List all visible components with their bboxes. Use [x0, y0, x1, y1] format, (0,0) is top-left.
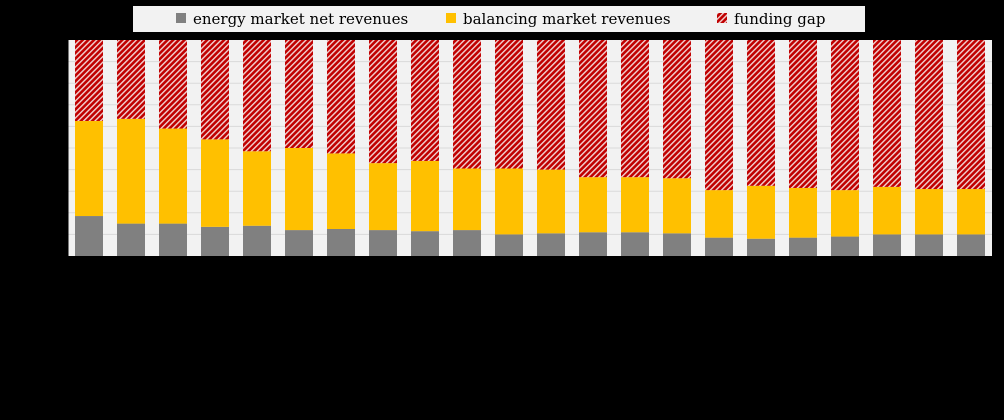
- bar-funding-gap-7: [327, 40, 355, 154]
- bar-energy-19: [831, 236, 859, 256]
- bar-balancing-20: [873, 186, 901, 235]
- bar-funding-gap-3: [159, 40, 187, 129]
- bar-energy-17: [747, 238, 775, 256]
- legend-swatch-energy: [176, 13, 186, 23]
- bar-energy-14: [621, 232, 649, 256]
- bar-balancing-9: [411, 160, 439, 232]
- bar-funding-gap-16: [705, 40, 733, 191]
- bar-energy-5: [243, 225, 271, 256]
- bar-funding-gap-15: [663, 40, 691, 179]
- bar-energy-15: [663, 233, 691, 256]
- bar-energy-6: [285, 230, 313, 256]
- bar-funding-gap-8: [369, 40, 397, 164]
- bars: [75, 40, 985, 256]
- bar-funding-gap-19: [831, 40, 859, 191]
- bar-balancing-22: [957, 189, 985, 235]
- bar-funding-gap-9: [411, 40, 439, 161]
- bar-energy-12: [537, 233, 565, 256]
- bar-balancing-21: [915, 189, 943, 235]
- bar-funding-gap-2: [117, 40, 145, 119]
- bar-balancing-16: [705, 190, 733, 238]
- bar-funding-gap-13: [579, 40, 607, 178]
- bar-balancing-17: [747, 185, 775, 239]
- bar-balancing-13: [579, 177, 607, 233]
- bar-energy-7: [327, 229, 355, 256]
- bar-balancing-12: [537, 169, 565, 234]
- legend-box: [133, 6, 865, 32]
- legend-label-funding-gap: funding gap: [734, 10, 825, 28]
- bar-funding-gap-5: [243, 40, 271, 152]
- bar-energy-10: [453, 230, 481, 256]
- bar-funding-gap-1: [75, 40, 103, 121]
- bar-balancing-2: [117, 118, 145, 224]
- bar-energy-3: [159, 223, 187, 256]
- bar-energy-21: [915, 234, 943, 256]
- legend-swatch-balancing: [446, 13, 456, 23]
- bar-funding-gap-18: [789, 40, 817, 188]
- bar-balancing-6: [285, 148, 313, 231]
- bar-funding-gap-22: [957, 40, 985, 190]
- bar-balancing-18: [789, 187, 817, 238]
- bar-balancing-14: [621, 177, 649, 233]
- bar-funding-gap-6: [285, 40, 313, 148]
- bar-funding-gap-14: [621, 40, 649, 178]
- bar-energy-1: [75, 216, 103, 256]
- bar-energy-22: [957, 234, 985, 256]
- bar-funding-gap-12: [537, 40, 565, 170]
- bar-energy-18: [789, 237, 817, 256]
- bar-balancing-19: [831, 190, 859, 237]
- bar-balancing-11: [495, 168, 523, 235]
- legend-label-balancing: balancing market revenues: [463, 10, 671, 28]
- bar-funding-gap-17: [747, 40, 775, 186]
- bar-funding-gap-4: [201, 40, 229, 140]
- bar-balancing-8: [369, 163, 397, 231]
- bar-energy-11: [495, 234, 523, 256]
- bar-balancing-10: [453, 168, 481, 231]
- bar-energy-20: [873, 234, 901, 256]
- bar-funding-gap-21: [915, 40, 943, 190]
- bar-balancing-4: [201, 139, 229, 227]
- bar-funding-gap-11: [495, 40, 523, 169]
- legend: energy market net revenues balancing mar…: [133, 6, 865, 32]
- bar-energy-2: [117, 223, 145, 256]
- bar-funding-gap-10: [453, 40, 481, 169]
- bar-energy-13: [579, 232, 607, 256]
- bar-balancing-5: [243, 151, 271, 226]
- bar-energy-9: [411, 231, 439, 256]
- bar-balancing-3: [159, 128, 187, 224]
- bar-energy-4: [201, 226, 229, 256]
- bar-energy-8: [369, 230, 397, 256]
- bar-energy-16: [705, 237, 733, 256]
- bar-balancing-1: [75, 121, 103, 217]
- bar-funding-gap-20: [873, 40, 901, 187]
- bar-balancing-15: [663, 178, 691, 234]
- legend-label-energy: energy market net revenues: [193, 10, 408, 28]
- legend-swatch-funding-gap: [717, 13, 727, 23]
- bar-balancing-7: [327, 153, 355, 229]
